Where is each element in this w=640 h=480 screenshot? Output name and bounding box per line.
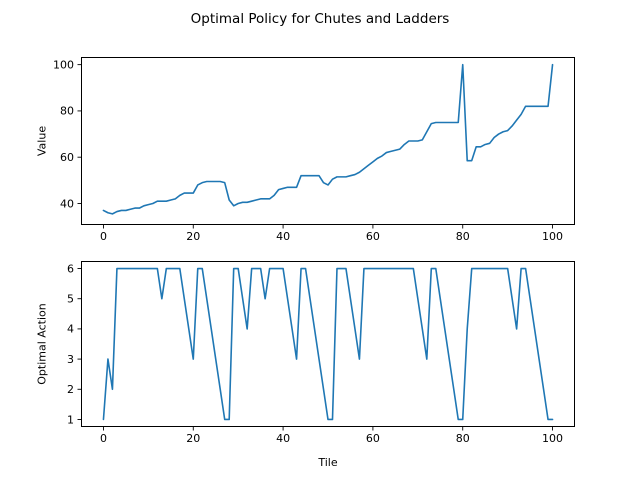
value-axis-label: Value xyxy=(35,125,49,157)
y-tick-label: 60 xyxy=(60,151,74,164)
y-tick-label: 1 xyxy=(67,413,74,426)
figure-title: Optimal Policy for Chutes and Ladders xyxy=(190,11,450,27)
x-tick-label: 20 xyxy=(186,230,200,243)
y-tick-label: 100 xyxy=(53,58,74,71)
axes-spines xyxy=(81,261,575,427)
x-tick-label: 60 xyxy=(366,230,380,243)
x-tick-label: 20 xyxy=(186,432,200,445)
y-tick-label: 5 xyxy=(67,293,74,306)
x-tick-label: 100 xyxy=(542,432,563,445)
value-chart: 0 20 40 60 80 100 40 60 80 100 xyxy=(53,57,575,243)
y-tick-label: 80 xyxy=(60,105,74,118)
y-tick-label: 40 xyxy=(60,197,74,210)
x-tick-label: 0 xyxy=(100,432,107,445)
value-function-line xyxy=(102,63,554,215)
x-tick-label: 100 xyxy=(542,230,563,243)
optimal-action-line xyxy=(102,267,554,421)
y-tick-label: 2 xyxy=(67,383,74,396)
x-tick-label: 0 xyxy=(100,230,107,243)
action-chart: 0 20 40 60 80 100 1 2 3 4 5 6 xyxy=(67,261,575,445)
y-tick-label: 4 xyxy=(67,323,74,336)
y-tick-label: 6 xyxy=(67,262,74,275)
x-tick-label: 80 xyxy=(456,230,470,243)
x-tick-label: 40 xyxy=(276,230,290,243)
x-tick-label: 80 xyxy=(456,432,470,445)
action-axis-label: Optimal Action xyxy=(35,303,49,385)
tile-axis-label: Tile xyxy=(318,456,338,469)
axes-spines xyxy=(81,57,575,225)
x-tick-label: 40 xyxy=(276,432,290,445)
x-tick-label: 60 xyxy=(366,432,380,445)
y-tick-label: 3 xyxy=(67,353,74,366)
